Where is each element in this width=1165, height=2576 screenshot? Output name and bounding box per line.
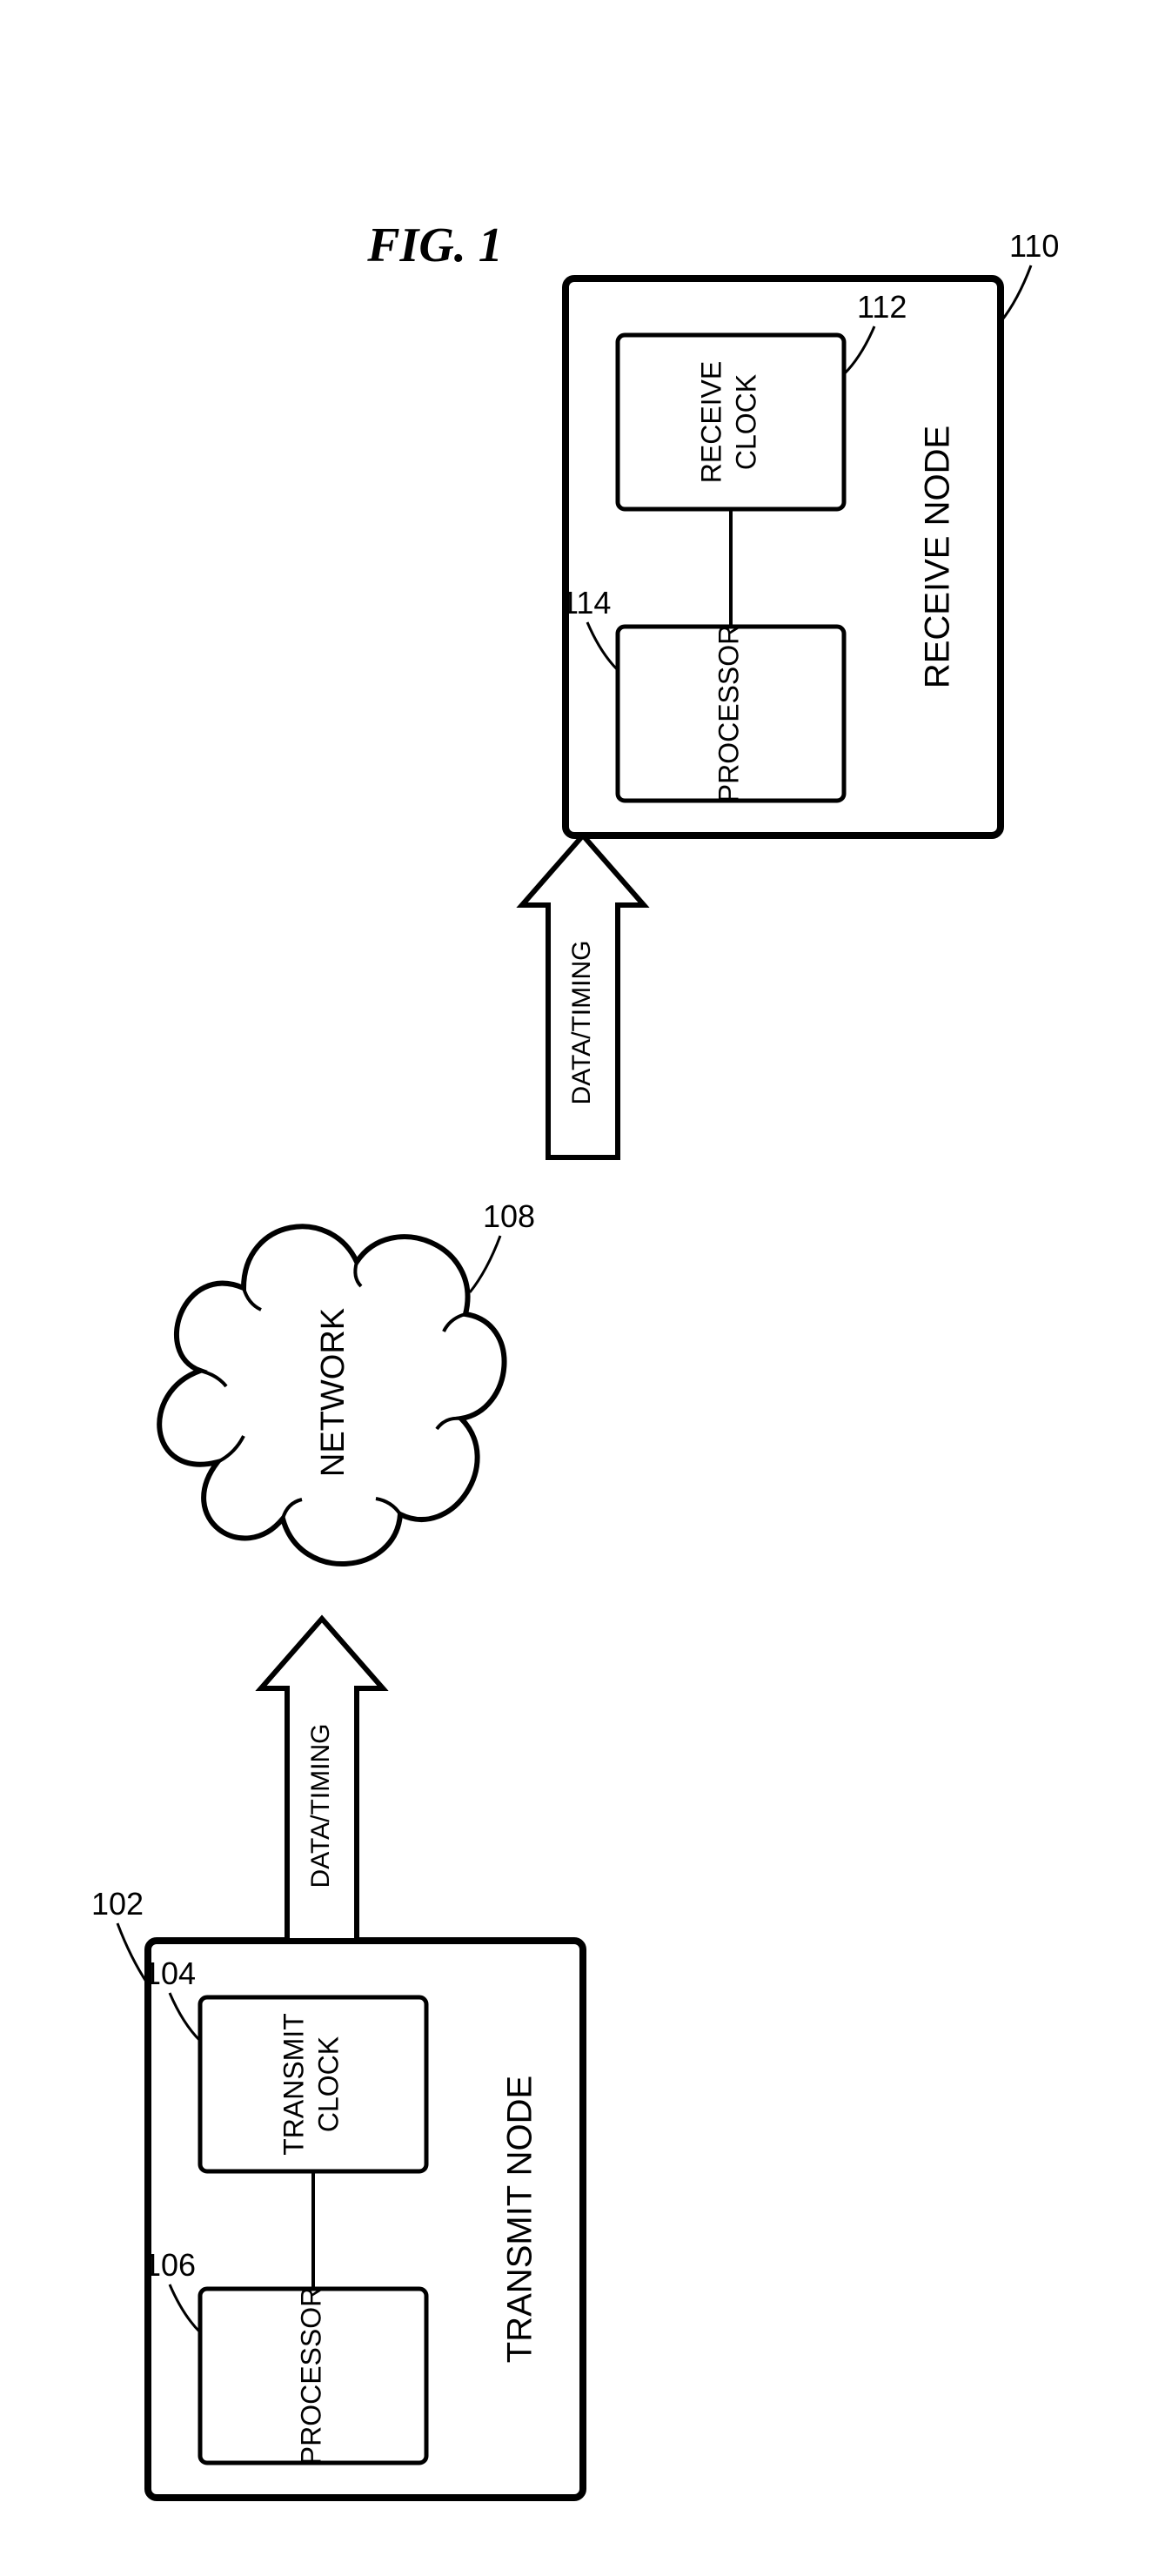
network-cloud: NETWORK 108 bbox=[159, 1198, 535, 1564]
arrow1-label: DATA/TIMING bbox=[306, 1724, 335, 1888]
arrow-tx-to-network: DATA/TIMING bbox=[261, 1619, 383, 1941]
tx-clock-label-1: TRANSMIT bbox=[278, 2013, 309, 2156]
rx-clock-label-2: CLOCK bbox=[730, 374, 761, 470]
figure-title: FIG. 1 bbox=[366, 218, 503, 272]
ref-110: 110 bbox=[1009, 228, 1059, 264]
ref-104: 104 bbox=[144, 1955, 196, 1991]
arrow-network-to-rx: DATA/TIMING bbox=[522, 835, 644, 1157]
ref-106: 106 bbox=[144, 2247, 196, 2283]
transmit-node: TRANSMIT NODE PROCESSOR TRANSMIT CLOCK 1… bbox=[91, 1886, 583, 2498]
diagram-canvas: FIG. 1 TRANSMIT NODE PROCESSOR TRANSMIT … bbox=[0, 0, 1165, 2576]
tx-clock-label-2: CLOCK bbox=[312, 2036, 344, 2132]
ref-108: 108 bbox=[483, 1198, 535, 1234]
arrow2-label: DATA/TIMING bbox=[567, 941, 596, 1105]
receive-node: RECEIVE NODE PROCESSOR RECEIVE CLOCK 110… bbox=[561, 228, 1059, 835]
receive-node-title: RECEIVE NODE bbox=[919, 426, 957, 688]
tx-processor-label: PROCESSOR bbox=[295, 2287, 326, 2465]
rx-clock-label-1: RECEIVE bbox=[695, 361, 726, 483]
ref-102: 102 bbox=[91, 1886, 144, 1922]
transmit-node-title: TRANSMIT NODE bbox=[501, 2076, 539, 2363]
network-label: NETWORK bbox=[315, 1308, 352, 1477]
rx-processor-label: PROCESSOR bbox=[713, 625, 744, 802]
ref-114: 114 bbox=[561, 585, 611, 621]
ref-112: 112 bbox=[857, 289, 907, 325]
